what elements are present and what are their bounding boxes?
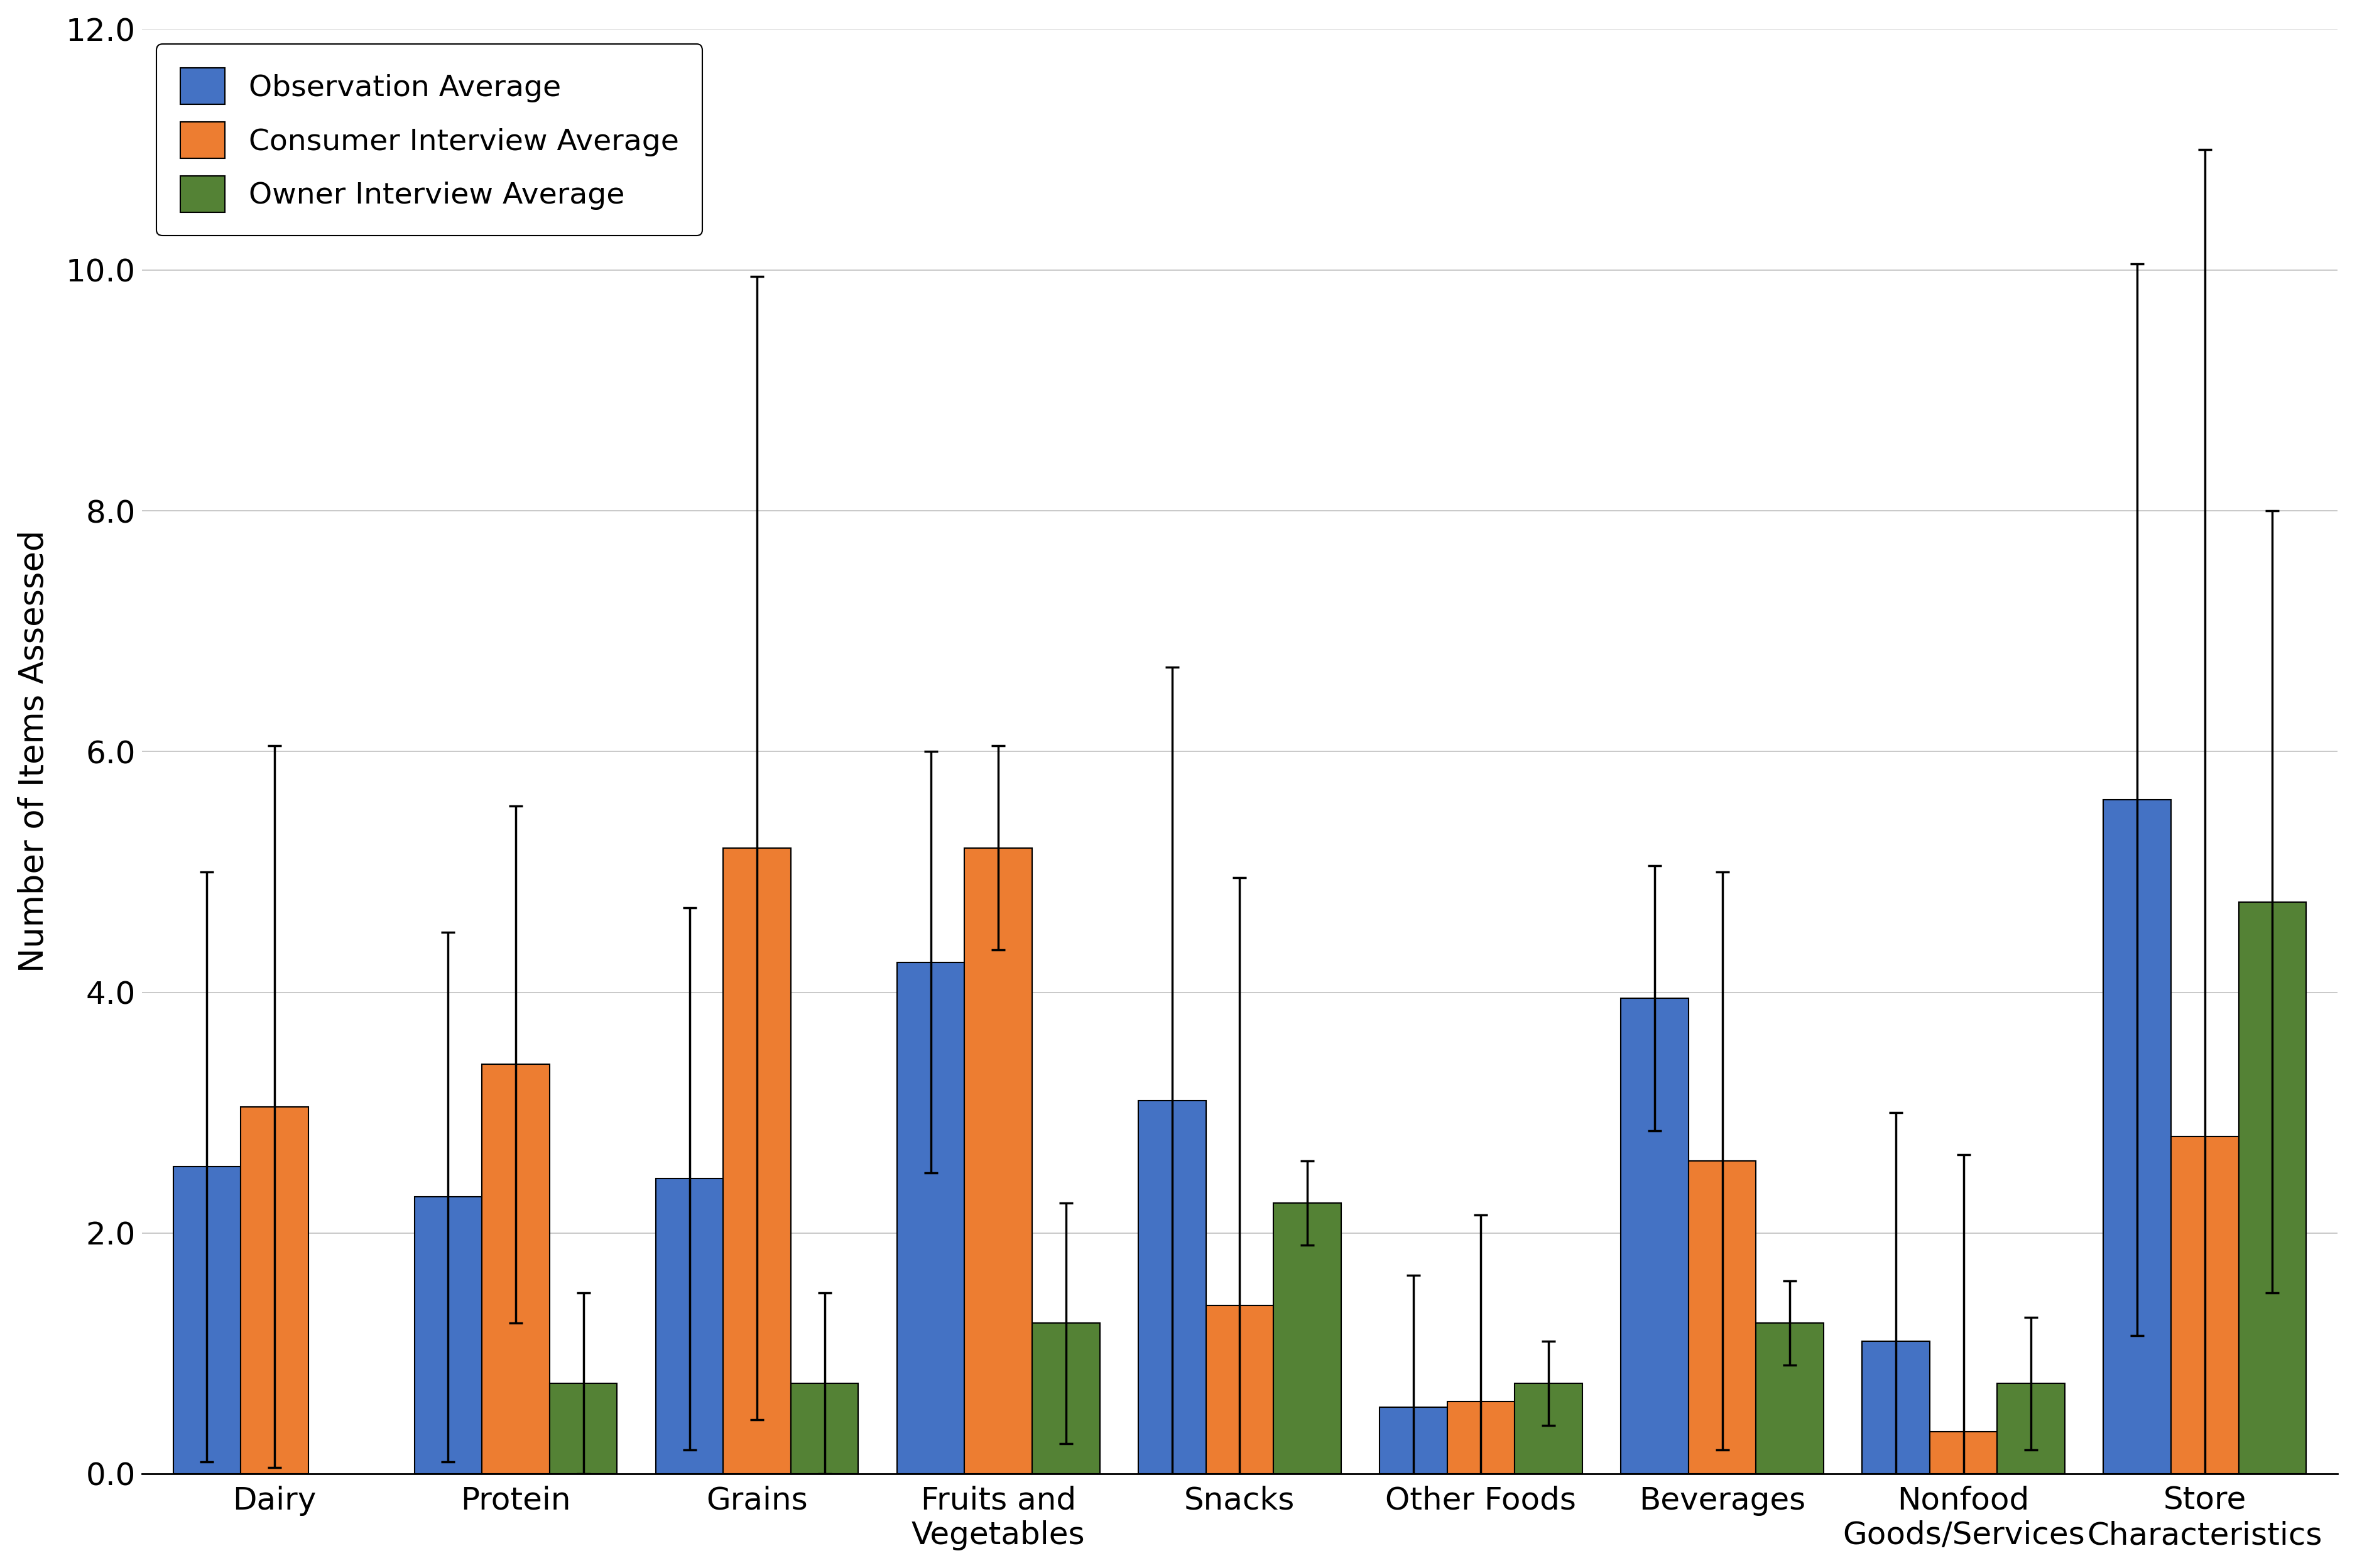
Legend: Observation Average, Consumer Interview Average, Owner Interview Average: Observation Average, Consumer Interview …: [156, 44, 702, 235]
Bar: [1861, 1341, 1930, 1474]
Bar: [1207, 1305, 1273, 1474]
Bar: [1620, 999, 1689, 1474]
Bar: [2171, 1137, 2239, 1474]
Bar: [413, 1196, 482, 1474]
Bar: [1273, 1203, 1342, 1474]
Bar: [964, 848, 1032, 1474]
Bar: [723, 848, 791, 1474]
Bar: [1514, 1383, 1583, 1474]
Bar: [898, 963, 964, 1474]
Bar: [482, 1065, 550, 1474]
Bar: [1379, 1408, 1448, 1474]
Bar: [1689, 1160, 1755, 1474]
Bar: [241, 1107, 307, 1474]
Bar: [1448, 1402, 1514, 1474]
Bar: [2239, 902, 2305, 1474]
Bar: [2105, 800, 2171, 1474]
Bar: [550, 1383, 616, 1474]
Bar: [791, 1383, 857, 1474]
Bar: [1998, 1383, 2064, 1474]
Y-axis label: Number of Items Assessed: Number of Items Assessed: [17, 530, 50, 972]
Bar: [1755, 1323, 1823, 1474]
Bar: [1032, 1323, 1101, 1474]
Bar: [657, 1179, 723, 1474]
Bar: [1138, 1101, 1207, 1474]
Bar: [1930, 1432, 1998, 1474]
Bar: [172, 1167, 241, 1474]
